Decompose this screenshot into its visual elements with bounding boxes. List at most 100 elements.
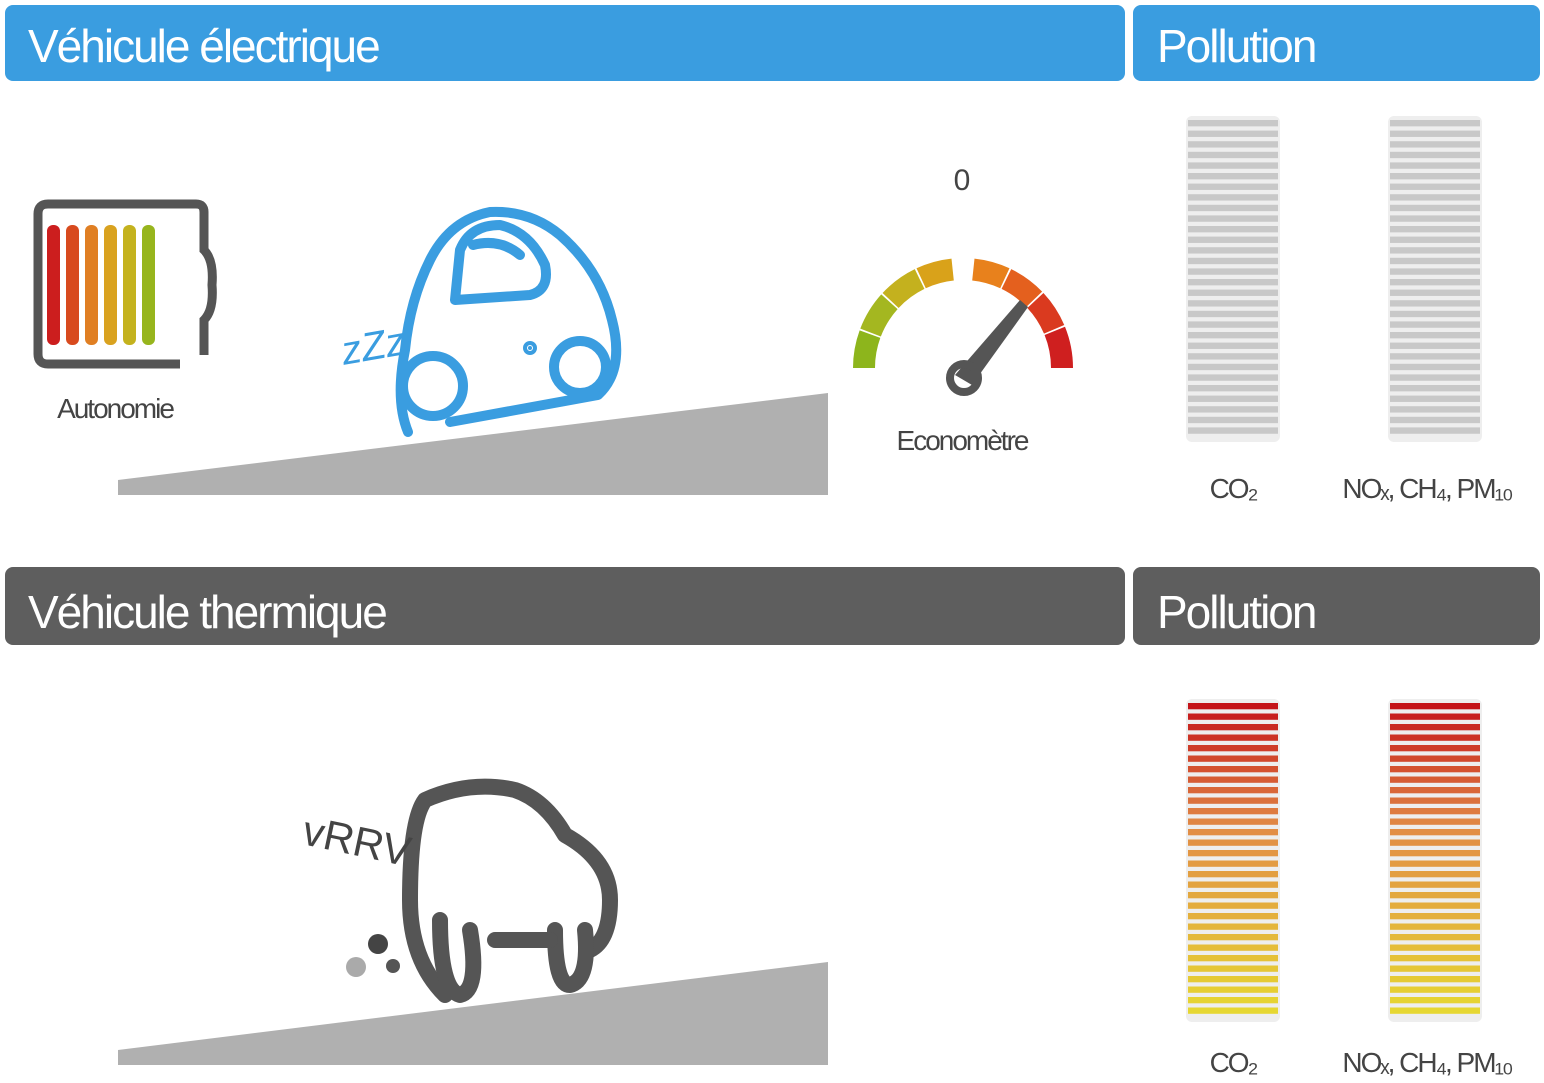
gauge-segment — [1006, 279, 1034, 299]
bar-stripe — [1188, 703, 1278, 709]
bar-stripe — [1390, 343, 1480, 349]
bar-stripe — [1390, 279, 1480, 285]
bar-stripe — [1390, 882, 1480, 888]
bar-stripe — [1188, 258, 1278, 264]
bar-stripe — [1188, 766, 1278, 772]
bar-stripe — [1390, 321, 1480, 327]
econometer — [864, 270, 1062, 368]
bar-stripe — [1188, 427, 1278, 433]
bar-stripe — [1390, 745, 1480, 751]
bar-stripe — [1390, 427, 1480, 433]
bar-stripe — [1188, 819, 1278, 825]
bar-stripe — [1390, 258, 1480, 264]
bar-stripe — [1390, 871, 1480, 877]
bar-label: NOₓ, CH₄, PM₁₀ — [1342, 1047, 1513, 1078]
bar-stripe — [1188, 364, 1278, 370]
road — [118, 393, 828, 495]
bar-stripe — [1390, 840, 1480, 846]
bar-label: CO₂ — [1210, 1047, 1258, 1078]
bar-stripe — [1188, 787, 1278, 793]
bar-stripe — [1390, 120, 1480, 126]
bar-stripe — [1390, 777, 1480, 783]
battery-label: Autonomie — [57, 393, 174, 424]
bar-stripe — [1188, 173, 1278, 179]
bar-stripe — [1390, 385, 1480, 391]
bar-stripe — [1390, 829, 1480, 835]
section-title: Pollution — [1157, 20, 1315, 72]
infographic: Véhicule électrique Pollution Véhicule t… — [0, 0, 1544, 1083]
bar-stripe — [1188, 724, 1278, 730]
bar-stripe — [1390, 903, 1480, 909]
bar-stripe — [1188, 871, 1278, 877]
bar-stripe — [1390, 396, 1480, 402]
bar-stripe — [1390, 215, 1480, 221]
gauge-segment — [871, 302, 890, 333]
bar-stripe — [1188, 976, 1278, 982]
bar-stripe — [1390, 955, 1480, 961]
bar-stripe — [1390, 808, 1480, 814]
bar-stripe — [1390, 766, 1480, 772]
bar-stripe — [1390, 945, 1480, 951]
bar-stripe — [1390, 976, 1480, 982]
bar-label: NOₓ, CH₄, PM₁₀ — [1342, 473, 1513, 504]
bar-stripe — [1188, 892, 1278, 898]
bar-stripe — [1390, 892, 1480, 898]
section-title: Véhicule thermique — [28, 586, 386, 638]
bar-stripe — [1188, 861, 1278, 867]
bar-stripe — [1390, 406, 1480, 412]
gauge-zero: 0 — [954, 164, 971, 197]
exhaust — [346, 957, 366, 977]
bar-stripe — [1188, 131, 1278, 137]
bar-stripe — [1188, 840, 1278, 846]
bar-stripe — [1188, 321, 1278, 327]
bar-stripe — [1390, 162, 1480, 168]
bar-stripe — [1188, 374, 1278, 380]
bar-stripe — [1390, 131, 1480, 137]
bar-stripe — [1390, 194, 1480, 200]
bar-stripe — [1188, 798, 1278, 804]
bar-stripe — [1390, 913, 1480, 919]
section-title: Pollution — [1157, 586, 1315, 638]
bar-stripe — [1390, 374, 1480, 380]
bar-stripe — [1390, 311, 1480, 317]
bar-stripe — [1188, 279, 1278, 285]
bar-stripe — [1188, 184, 1278, 190]
bar-stripe — [1188, 850, 1278, 856]
bar-stripe — [1390, 141, 1480, 147]
bar-stripe — [1188, 882, 1278, 888]
bar-stripe — [1390, 966, 1480, 972]
bar-stripe — [1390, 332, 1480, 338]
bar-stripe — [1188, 162, 1278, 168]
bar-stripe — [1390, 714, 1480, 720]
bar-stripe — [1390, 353, 1480, 359]
gauge-segment — [864, 334, 870, 368]
bar-stripe — [1188, 1008, 1278, 1014]
bar-stripe — [1390, 290, 1480, 296]
bar-stripe — [1188, 152, 1278, 158]
bar-stripe — [1188, 808, 1278, 814]
gauge-segment — [1055, 331, 1062, 368]
bar-stripe — [1390, 364, 1480, 370]
exhaust — [386, 959, 400, 973]
bar-stripe — [1188, 237, 1278, 243]
bar-stripe — [1188, 215, 1278, 221]
gauge-segment — [921, 270, 952, 279]
bar-stripe — [1390, 735, 1480, 741]
gauge-segment — [1035, 300, 1054, 329]
gauge-segment — [973, 270, 1004, 279]
bar-label: CO₂ — [1210, 473, 1258, 504]
bar-stripe — [1390, 237, 1480, 243]
bar-stripe — [1390, 850, 1480, 856]
bar-stripe — [1188, 417, 1278, 423]
bar-stripe — [1390, 798, 1480, 804]
bar-stripe — [1390, 173, 1480, 179]
engine-sound: vRRV — [299, 807, 415, 876]
bar-stripe — [1188, 300, 1278, 306]
bar-stripe — [1390, 300, 1480, 306]
bar-stripe — [1390, 247, 1480, 253]
bar-stripe — [1188, 406, 1278, 412]
bar-stripe — [1188, 311, 1278, 317]
bar-stripe — [1188, 829, 1278, 835]
bar-stripe — [1188, 141, 1278, 147]
bar-stripe — [1390, 184, 1480, 190]
